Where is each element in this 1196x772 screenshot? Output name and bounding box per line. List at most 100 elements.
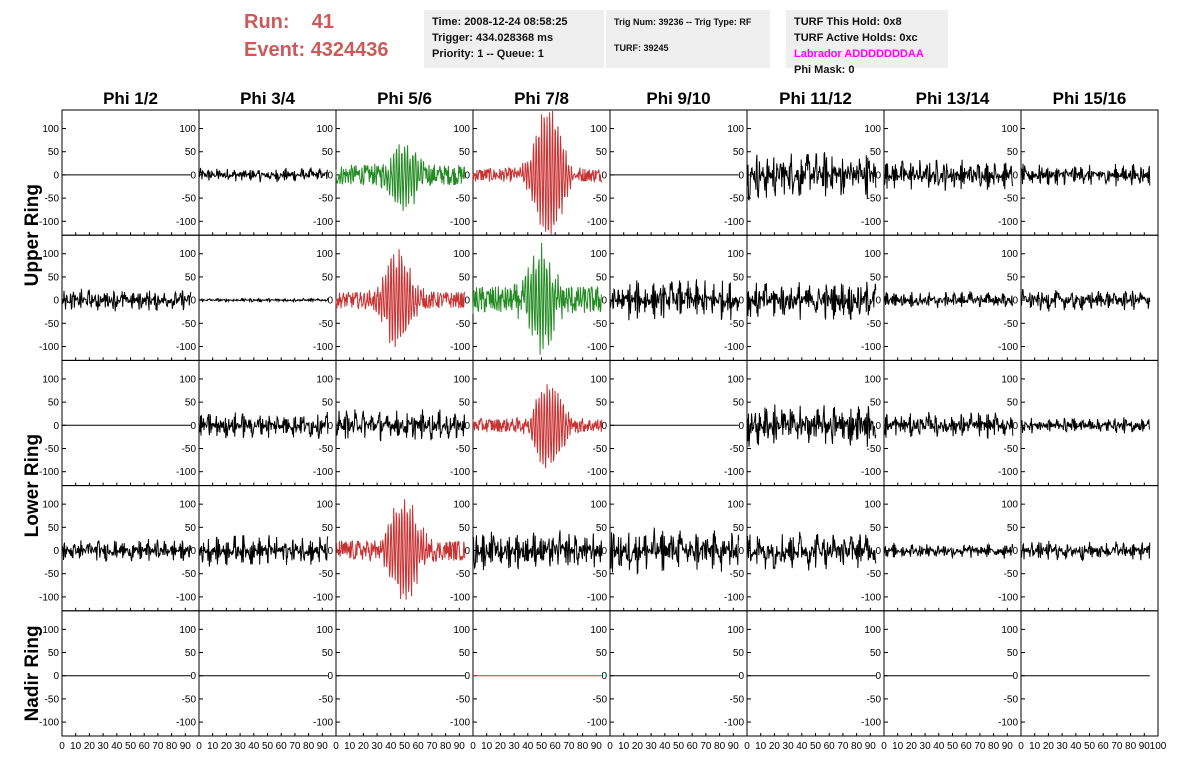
phi-mask-text: Phi Mask: 0 (794, 64, 855, 76)
y-tick-label: 0 (190, 546, 196, 557)
y-tick-label: -50 (867, 694, 882, 705)
y-tick-label: -50 (456, 569, 471, 580)
event-label: Event: (244, 39, 306, 61)
x-tick-label: 80 (988, 741, 1000, 752)
y-tick-label: -100 (176, 342, 196, 353)
x-tick-label: 20 (1043, 741, 1055, 752)
x-tick-label: 0 (744, 741, 750, 752)
y-tick-label: -100 (587, 718, 607, 729)
y-tick-label: 100 (864, 625, 881, 636)
y-tick-label: 100 (727, 124, 744, 135)
y-tick-label: 50 (870, 398, 882, 409)
y-tick-label: 50 (459, 272, 471, 283)
x-tick-label: 80 (577, 741, 589, 752)
y-tick-label: -100 (450, 718, 470, 729)
waveform-trace (746, 404, 877, 447)
y-tick-label: -50 (730, 694, 745, 705)
y-tick-label: -50 (593, 694, 608, 705)
y-tick-label: -50 (1004, 569, 1019, 580)
y-tick-label: 50 (1007, 272, 1019, 283)
y-tick-label: 0 (875, 421, 881, 432)
y-tick-label: 50 (185, 147, 197, 158)
run-event-box: Run: 41 Event: 4324436 (244, 8, 424, 64)
y-tick-label: -100 (313, 592, 333, 603)
x-tick-label: 40 (111, 741, 123, 752)
phi-column-label: Phi 9/10 (646, 89, 710, 108)
y-tick-label: 100 (42, 374, 59, 385)
x-tick-label: 20 (84, 741, 96, 752)
x-tick-label: 40 (796, 741, 808, 752)
x-tick-label: 0 (196, 741, 202, 752)
waveform-trace (198, 167, 328, 183)
y-tick-label: 50 (596, 147, 608, 158)
y-tick-label: -50 (182, 194, 197, 205)
x-tick-label: 0 (59, 741, 65, 752)
y-tick-label: -100 (39, 342, 59, 353)
y-tick-label: 50 (48, 272, 60, 283)
y-tick-label: 0 (327, 296, 333, 307)
y-tick-label: 0 (601, 170, 607, 181)
y-tick-label: -50 (730, 319, 745, 330)
x-tick-label: 0 (470, 741, 476, 752)
run-line: Run: 41 (244, 8, 424, 36)
y-tick-label: -100 (39, 467, 59, 478)
y-tick-label: 100 (316, 374, 333, 385)
y-tick-label: -100 (450, 467, 470, 478)
y-tick-label: 0 (875, 546, 881, 557)
waveform-trace (746, 281, 877, 320)
phi-column-label: Phi 15/16 (1053, 89, 1127, 108)
x-tick-label: 30 (98, 741, 110, 752)
x-tick-label: 30 (372, 741, 384, 752)
turf-active-text: TURF Active Holds: 0xc (794, 32, 918, 44)
waveform-trace (335, 249, 466, 348)
waveform-trace (1020, 417, 1151, 434)
y-tick-label: 0 (738, 421, 744, 432)
y-tick-label: -50 (319, 319, 334, 330)
y-tick-label: 50 (459, 523, 471, 534)
phi-column-label: Phi 1/2 (103, 89, 158, 108)
y-tick-label: -50 (182, 569, 197, 580)
y-tick-label: 100 (590, 500, 607, 511)
y-tick-label: -50 (456, 444, 471, 455)
y-tick-label: -100 (861, 342, 881, 353)
x-tick-label: 70 (152, 741, 164, 752)
y-tick-label: 100 (727, 374, 744, 385)
y-tick-label: -50 (182, 694, 197, 705)
run-value: 41 (311, 11, 335, 33)
phi-column-label: Phi 5/6 (377, 89, 432, 108)
x-tick-label: 80 (303, 741, 315, 752)
y-tick-label: 0 (53, 671, 59, 682)
y-tick-label: 50 (733, 147, 745, 158)
x-tick-label: 90 (1002, 741, 1014, 752)
y-tick-label: 0 (1012, 296, 1018, 307)
y-tick-label: 100 (316, 500, 333, 511)
y-tick-label: 0 (190, 421, 196, 432)
waveform-trace (1021, 163, 1151, 187)
y-tick-label: 100 (316, 124, 333, 135)
y-tick-label: 100 (1001, 249, 1018, 260)
y-tick-label: -100 (313, 342, 333, 353)
x-tick-label: 10 (207, 741, 219, 752)
y-tick-label: 0 (327, 671, 333, 682)
waveform-trace (61, 538, 192, 562)
y-tick-label: 50 (870, 648, 882, 659)
x-tick-label: 60 (824, 741, 836, 752)
x-tick-label: 10 (481, 741, 493, 752)
y-tick-label: -100 (450, 592, 470, 603)
y-tick-label: 50 (1007, 147, 1019, 158)
y-tick-label: -100 (998, 467, 1018, 478)
waveform-trace (198, 535, 329, 567)
y-tick-label: 100 (590, 374, 607, 385)
y-tick-label: -50 (319, 569, 334, 580)
y-tick-label: 50 (733, 523, 745, 534)
y-tick-label: -50 (593, 569, 608, 580)
y-tick-label: 100 (1001, 124, 1018, 135)
x-tick-label: 10 (618, 741, 630, 752)
y-tick-label: 0 (327, 546, 333, 557)
waveform-trace (746, 152, 877, 201)
y-tick-label: -100 (724, 592, 744, 603)
y-tick-label: -100 (587, 342, 607, 353)
y-tick-label: 50 (459, 648, 471, 659)
phi-column-label: Phi 3/4 (240, 89, 295, 108)
y-tick-label: -50 (1004, 194, 1019, 205)
